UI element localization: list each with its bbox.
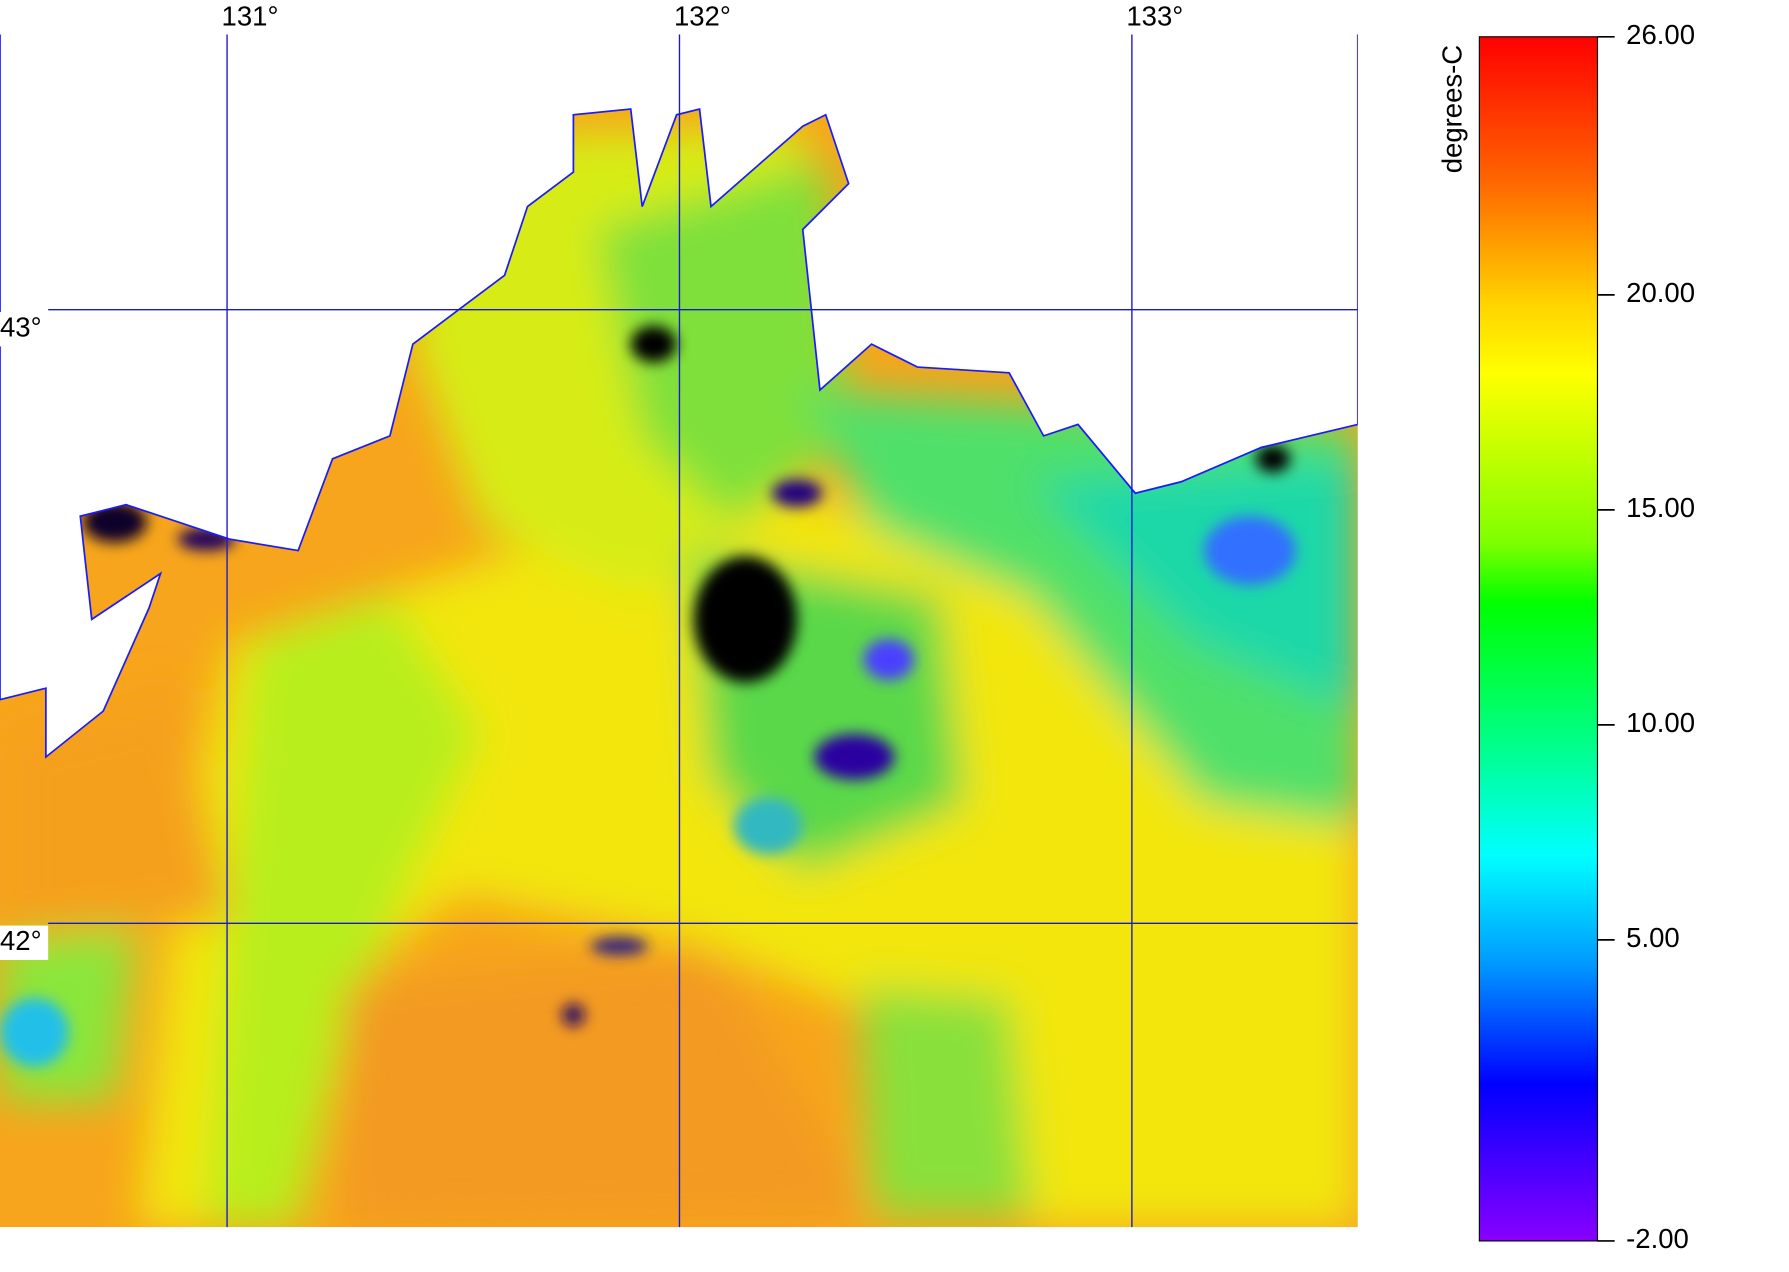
colorbar	[1478, 36, 1599, 1242]
colorbar-tick-label: 20.00	[1626, 277, 1695, 308]
lat-label: 43°	[0, 311, 42, 342]
lat-label: 42°	[0, 925, 42, 956]
colorbar-tick-label: -2.00	[1626, 1223, 1689, 1254]
lon-label: 131°	[222, 1, 279, 32]
lat-label-bg	[0, 925, 49, 960]
lon-label: 133°	[1126, 1, 1183, 32]
colorbar-title: degrees-C	[1436, 45, 1467, 173]
colorbar-tick-label: 15.00	[1626, 492, 1695, 523]
land	[0, 34, 1358, 759]
colorbar-tick-label: 5.00	[1626, 922, 1680, 953]
colorbar-tick-label: 26.00	[1626, 19, 1695, 50]
lat-label-bg	[0, 312, 49, 347]
lon-label: 132°	[674, 1, 731, 32]
colorbar-tick-label: 10.00	[1626, 707, 1695, 738]
